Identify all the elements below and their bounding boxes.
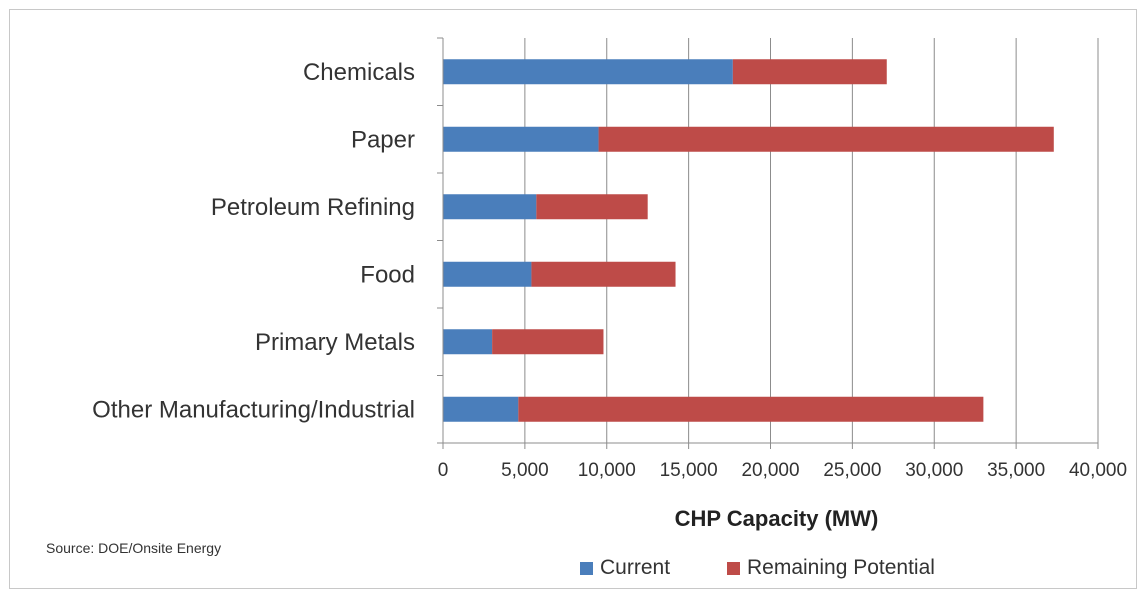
bar-remaining-potential xyxy=(536,194,648,220)
category-label: Chemicals xyxy=(303,59,415,86)
x-tick-label: 0 xyxy=(438,460,449,481)
x-tick-label: 15,000 xyxy=(660,460,718,481)
x-tick-label: 20,000 xyxy=(741,460,799,481)
labels: 0 5,000 10,000 15,000 20,000 25,000 30,000 35,0… xyxy=(92,59,1127,531)
x-tick-label: 5,000 xyxy=(501,460,549,481)
x-tick-label: 35,000 xyxy=(987,460,1045,481)
gridlines xyxy=(524,38,1099,443)
chart-frame xyxy=(9,9,1137,589)
category-label: Paper xyxy=(351,126,415,153)
axes xyxy=(437,37,1099,449)
category-label: Petroleum Refining xyxy=(211,194,415,221)
bars xyxy=(443,59,1054,422)
category-label: Primary Metals xyxy=(255,329,415,356)
bar-remaining-potential xyxy=(518,396,984,422)
bar-current xyxy=(443,396,519,422)
legend-swatch-current xyxy=(580,561,593,575)
bar-current xyxy=(443,261,532,287)
bar-remaining-potential xyxy=(598,126,1054,152)
source-note: Source: DOE/Onsite Energy xyxy=(46,540,222,556)
category-label: Food xyxy=(360,261,415,288)
legend-label-current: Current xyxy=(600,556,671,579)
bar-remaining-potential xyxy=(531,261,676,287)
legend-swatch-remaining xyxy=(727,561,740,575)
bar-current xyxy=(443,329,493,355)
legend-item-current: Current xyxy=(580,556,670,580)
legend-item-remaining: Remaining Potential xyxy=(727,556,935,580)
bar-remaining-potential xyxy=(492,329,604,355)
legend-label-remaining: Remaining Potential xyxy=(747,556,935,579)
x-tick-label: 30,000 xyxy=(905,460,963,481)
bar-current xyxy=(443,194,537,220)
bar-current xyxy=(443,59,733,85)
x-tick-label: 10,000 xyxy=(578,460,636,481)
bar-remaining-potential xyxy=(732,59,887,85)
bar-current xyxy=(443,126,599,152)
x-tick-label: 25,000 xyxy=(823,460,881,481)
x-axis-title: CHP Capacity (MW) xyxy=(675,506,879,531)
category-label: Other Manufacturing/Industrial xyxy=(92,396,415,423)
x-tick-label: 40,000 xyxy=(1069,460,1127,481)
